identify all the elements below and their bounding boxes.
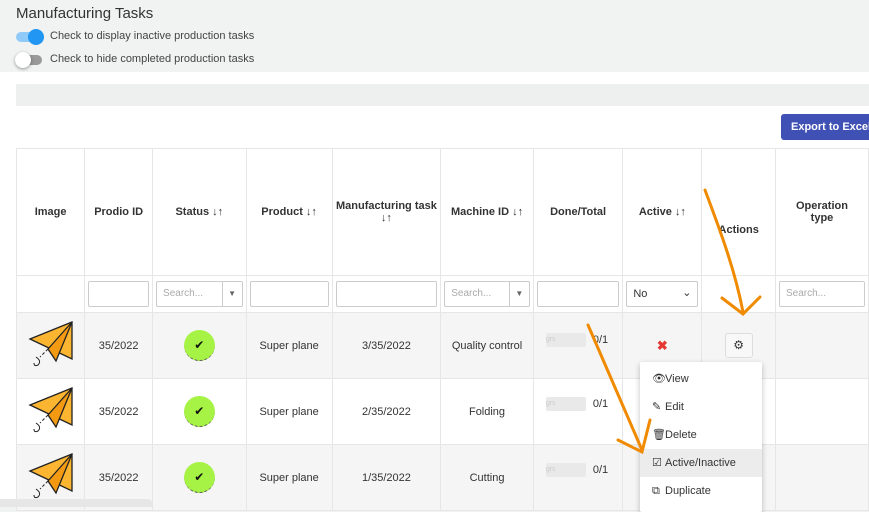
inactive-toggle[interactable] [16, 29, 44, 45]
trash-icon: 🗑 [652, 429, 666, 441]
task-filter[interactable] [335, 281, 438, 307]
task-image [15, 378, 86, 445]
status-done-icon[interactable]: ✔ [183, 396, 215, 427]
col-active[interactable]: Active ↓↑ [622, 148, 703, 276]
check-square-icon: ☑ [652, 457, 662, 469]
menu-item-view[interactable]: 👁View [640, 365, 762, 393]
tasks-table: Image Prodio ID Status ↓↑ Product ↓↑ Man… [15, 148, 869, 511]
copy-icon: ⧉ [652, 485, 660, 497]
task-id: 2/35/2022 [331, 378, 442, 445]
prodio-id[interactable]: 35/2022 [84, 378, 154, 445]
prodio-id[interactable]: 35/2022 [84, 312, 154, 379]
browser-status-bar [0, 499, 152, 507]
page-title: Manufacturing Tasks [16, 5, 154, 22]
col-task[interactable]: Manufacturing task ↓↑ [331, 148, 442, 276]
toolbar-strip [16, 84, 869, 106]
col-prodio-id[interactable]: Prodio ID [84, 148, 154, 276]
task-id: 3/35/2022 [331, 312, 442, 379]
col-product[interactable]: Product ↓↑ [245, 148, 333, 276]
completed-toggle[interactable] [15, 52, 42, 68]
eye-icon: 👁 [652, 373, 666, 385]
gear-icon[interactable]: ⚙ [724, 333, 753, 358]
paper-plane-image [27, 453, 73, 499]
completed-toggle-label: Check to hide completed production tasks [50, 53, 255, 65]
menu-item-active-inactive[interactable]: ☑ Active/Inactive [640, 449, 762, 477]
active-filter[interactable]: No ⌄ [626, 281, 699, 307]
menu-item-edit[interactable]: ✎ Edit [640, 393, 762, 421]
status-filter[interactable]: Search... ▼ [156, 281, 243, 307]
col-operation-type: Operation type [774, 148, 869, 276]
prodio-filter[interactable] [88, 281, 150, 307]
status-done-icon[interactable]: ✔ [183, 462, 215, 493]
machine-id: Cutting [440, 444, 534, 511]
progress-bar: grs [545, 333, 586, 347]
annotation-arrow-active-inactive [586, 323, 652, 455]
done-filter[interactable] [536, 281, 620, 307]
paper-plane-image [27, 387, 73, 433]
machine-id: Quality control [440, 312, 534, 379]
chevron-down-icon[interactable]: ▼ [508, 282, 529, 306]
progress-bar: grs [545, 397, 586, 411]
task-image [15, 312, 86, 379]
product-name: Super plane [245, 444, 333, 511]
done-total: 0/1 [592, 397, 609, 410]
menu-item-duplicate[interactable]: ⧉ Duplicate [640, 477, 762, 505]
inactive-x-icon: ✖ [656, 337, 668, 353]
status-done-icon[interactable]: ✔ [183, 330, 215, 361]
col-image: Image [15, 148, 86, 276]
product-filter[interactable] [249, 281, 329, 307]
table-row: 35/2022 ✔ Super plane 3/35/2022 Quality … [15, 312, 869, 379]
product-name: Super plane [245, 312, 333, 379]
col-done-total: Done/Total [532, 148, 624, 276]
annotation-arrow-gear [703, 188, 762, 316]
paper-plane-image [27, 321, 73, 367]
operation-filter[interactable]: Search... [778, 281, 865, 307]
export-excel-button[interactable]: Export to Excel [781, 114, 869, 140]
menu-item-delete[interactable]: 🗑Delete [640, 421, 762, 449]
pencil-icon: ✎ [652, 401, 662, 413]
inactive-toggle-label: Check to display inactive production tas… [50, 30, 255, 42]
progress-bar: grs [545, 463, 586, 477]
chevron-down-icon[interactable]: ▼ [221, 282, 242, 306]
actions-menu: 👁View ✎ Edit 🗑Delete ☑ Active/Inactive ⧉ Du… [640, 362, 762, 512]
done-total: 0/1 [592, 463, 609, 476]
product-name: Super plane [245, 378, 333, 445]
col-status[interactable]: Status ↓↑ [152, 148, 247, 276]
machine-filter[interactable]: Search... ▼ [444, 281, 530, 307]
